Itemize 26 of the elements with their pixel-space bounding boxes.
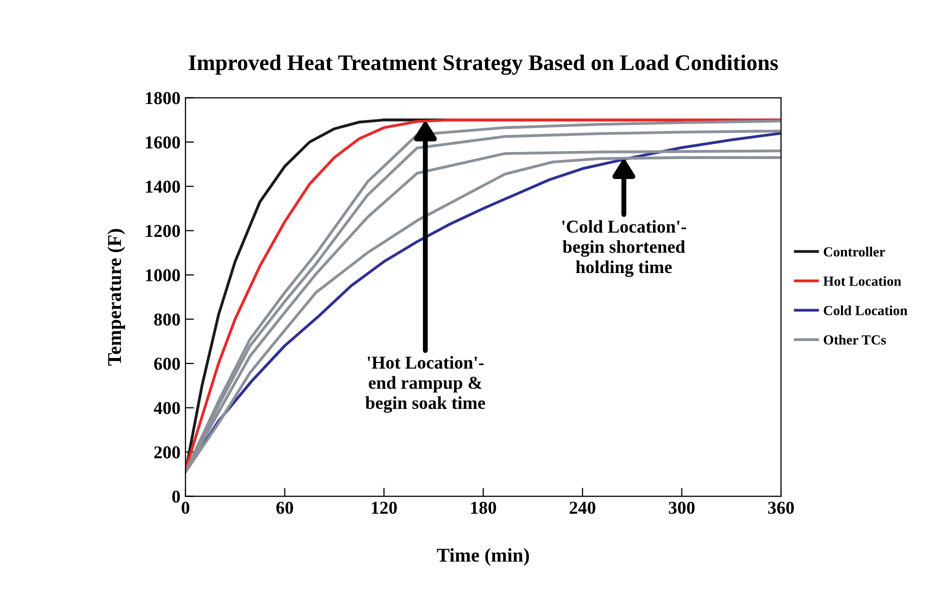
x-tick-label: 180 bbox=[471, 502, 496, 514]
x-tick-label: 240 bbox=[570, 502, 596, 514]
x-tick-label: 120 bbox=[372, 502, 397, 514]
y-tick-label: 0 bbox=[172, 490, 180, 503]
y-tick-label: 1000 bbox=[146, 269, 180, 282]
legend-label: Other TCs bbox=[824, 334, 886, 345]
x-tick-label: 0 bbox=[182, 502, 190, 514]
chart-title: Improved Heat Treatment Strategy Based on Load Conditions bbox=[188, 54, 778, 75]
x-axis-title: Time (min) bbox=[437, 548, 529, 566]
annotation: 'Cold Location'- begin shortened holding time bbox=[562, 220, 686, 277]
y-tick-label: 1400 bbox=[146, 180, 180, 193]
legend-label: Cold Location bbox=[824, 305, 908, 316]
legend-label: Hot Location bbox=[823, 276, 902, 286]
y-tick-label: 200 bbox=[154, 446, 180, 458]
y-tick-label: 600 bbox=[154, 358, 180, 370]
y-tick-label: 400 bbox=[154, 402, 180, 414]
y-tick-label: 1600 bbox=[146, 136, 180, 149]
x-tick-label: 360 bbox=[768, 502, 794, 514]
x-tick-label: 60 bbox=[276, 502, 294, 514]
y-tick-label: 800 bbox=[154, 313, 180, 326]
legend-label: Controller bbox=[824, 246, 886, 257]
annotation: 'Hot Location'- end rampup & begin soak time bbox=[365, 356, 486, 413]
y-tick-label: 1800 bbox=[146, 92, 180, 104]
y-tick-label: 1200 bbox=[146, 224, 180, 238]
y-axis-title: Temperature (F) bbox=[107, 229, 126, 366]
x-tick-label: 300 bbox=[668, 502, 695, 514]
